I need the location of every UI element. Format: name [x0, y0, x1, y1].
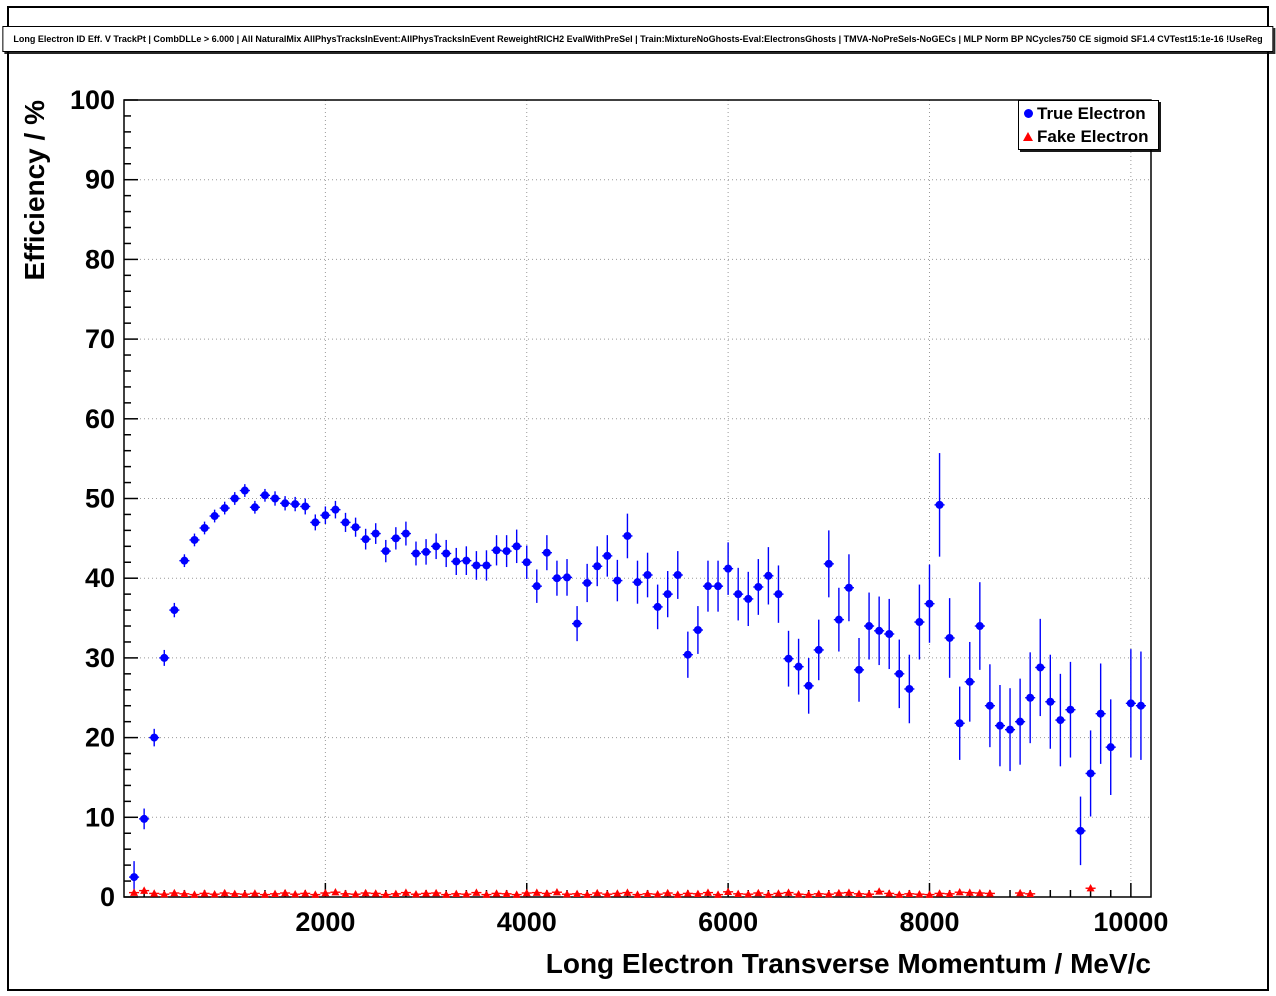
svg-text:0: 0 [100, 882, 115, 912]
svg-text:2000: 2000 [295, 907, 355, 937]
svg-text:50: 50 [85, 484, 115, 514]
legend-label-true-electron: True Electron [1037, 104, 1146, 123]
svg-text:4000: 4000 [497, 907, 557, 937]
legend-marker-cell [1019, 132, 1037, 141]
svg-text:8000: 8000 [899, 907, 959, 937]
legend-label-fake-electron: Fake Electron [1037, 127, 1149, 146]
svg-text:100: 100 [70, 85, 115, 115]
svg-text:90: 90 [85, 165, 115, 195]
svg-text:20: 20 [85, 723, 115, 753]
svg-text:6000: 6000 [698, 907, 758, 937]
tick-labels: 2000 4000 6000 8000 10000 0 10 20 30 40 50 60 70 80 90… [70, 85, 1168, 937]
legend-item-fake-electron: Fake Electron [1019, 125, 1158, 148]
circle-marker-icon [1023, 109, 1033, 118]
series-fake-electron [129, 884, 1096, 898]
plot-title: Long Electron ID Eff. V TrackPt | CombDL… [2, 26, 1274, 52]
x-axis-title: Long Electron Transverse Momentum / MeV/… [546, 948, 1151, 979]
triangle-marker-icon [1023, 132, 1033, 141]
series-true-electron [129, 453, 1146, 894]
svg-text:40: 40 [85, 563, 115, 593]
svg-text:60: 60 [85, 404, 115, 434]
svg-text:30: 30 [85, 643, 115, 673]
svg-text:80: 80 [85, 244, 115, 274]
legend-marker-cell [1019, 109, 1037, 118]
y-axis-title: Efficiency / % [19, 100, 50, 281]
legend: True Electron Fake Electron [1018, 100, 1159, 150]
svg-text:70: 70 [85, 324, 115, 354]
gridlines [124, 100, 1151, 897]
svg-text:10000: 10000 [1093, 907, 1168, 937]
legend-item-true-electron: True Electron [1019, 102, 1158, 125]
svg-text:10: 10 [85, 802, 115, 832]
